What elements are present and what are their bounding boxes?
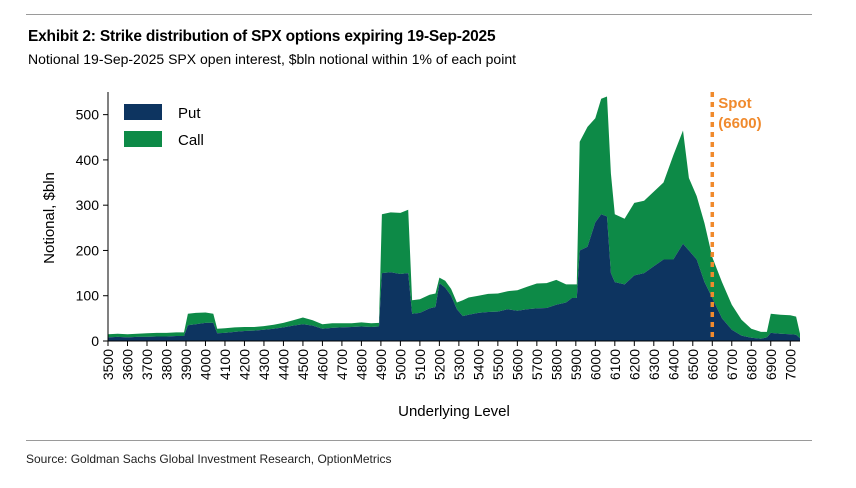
x-tick-label: 4300 bbox=[256, 349, 272, 380]
series-area-call bbox=[108, 96, 800, 339]
chart-title: Exhibit 2: Strike distribution of SPX op… bbox=[28, 28, 496, 45]
x-tick-label: 5100 bbox=[412, 349, 428, 380]
y-tick-label: 300 bbox=[76, 197, 100, 213]
bottom-rule bbox=[26, 440, 812, 441]
x-tick-label: 4200 bbox=[237, 349, 253, 380]
x-tick-label: 5900 bbox=[568, 349, 584, 380]
x-tick-label: 6300 bbox=[646, 349, 662, 380]
x-tick-label: 6000 bbox=[587, 349, 603, 380]
x-tick-label: 6700 bbox=[724, 349, 740, 380]
source-note: Source: Goldman Sachs Global Investment … bbox=[26, 452, 392, 466]
x-tick-label: 4900 bbox=[373, 349, 389, 380]
spot-label: Spot bbox=[718, 95, 751, 112]
x-tick-label: 6400 bbox=[665, 349, 681, 380]
y-tick-label: 200 bbox=[76, 242, 100, 258]
x-tick-label: 3500 bbox=[100, 349, 116, 380]
y-axis: 0 100 200 300 400 500 bbox=[76, 92, 109, 349]
series-area-put bbox=[108, 214, 800, 341]
x-tick-label: 4800 bbox=[353, 349, 369, 380]
legend-label-put: Put bbox=[178, 105, 201, 122]
chart-subtitle: Notional 19-Sep-2025 SPX open interest, … bbox=[28, 51, 516, 67]
x-tick-label: 5000 bbox=[392, 349, 408, 380]
y-tick-label: 500 bbox=[76, 107, 100, 123]
x-tick-label: 6600 bbox=[704, 349, 720, 380]
x-tick-label: 3600 bbox=[120, 349, 136, 380]
x-axis: 3500 3600 3700 3800 3900 4000 4100 4200 4300 4400… bbox=[100, 340, 800, 380]
x-tick-label: 4400 bbox=[275, 349, 291, 380]
legend: Put Call bbox=[124, 104, 204, 149]
y-tick-label: 100 bbox=[76, 288, 100, 304]
x-tick-label: 6200 bbox=[626, 349, 642, 380]
y-axis-title: Notional, $bln bbox=[41, 172, 58, 264]
x-tick-label: 5700 bbox=[529, 349, 545, 380]
x-tick-label: 5300 bbox=[451, 349, 467, 380]
legend-swatch-put bbox=[124, 104, 162, 120]
x-tick-label: 4000 bbox=[198, 349, 214, 380]
legend-swatch-call bbox=[124, 131, 162, 147]
x-tick-label: 5600 bbox=[509, 349, 525, 380]
x-tick-label: 5200 bbox=[431, 349, 447, 380]
x-tick-label: 3700 bbox=[139, 349, 155, 380]
x-tick-label: 4700 bbox=[334, 349, 350, 380]
spot-value-label: (6600) bbox=[718, 115, 761, 132]
plot-areas bbox=[108, 96, 800, 341]
chart-canvas: 0 100 200 300 400 500 3500 3600 3700 3800 3900 400… bbox=[41, 92, 800, 420]
y-tick-label: 400 bbox=[76, 152, 100, 168]
x-tick-label: 4500 bbox=[295, 349, 311, 380]
spot-marker: Spot (6600) bbox=[710, 92, 762, 341]
legend-label-call: Call bbox=[178, 132, 204, 149]
x-tick-label: 5800 bbox=[548, 349, 564, 380]
x-tick-label: 6500 bbox=[685, 349, 701, 380]
x-tick-label: 4100 bbox=[217, 349, 233, 380]
x-tick-label: 6800 bbox=[743, 349, 759, 380]
x-tick-label: 3900 bbox=[178, 349, 194, 380]
x-axis-title: Underlying Level bbox=[398, 403, 510, 420]
x-tick-label: 5400 bbox=[470, 349, 486, 380]
x-tick-label: 4600 bbox=[314, 349, 330, 380]
x-tick-label: 7000 bbox=[782, 349, 798, 380]
x-tick-label: 6900 bbox=[763, 349, 779, 380]
x-tick-label: 6100 bbox=[607, 349, 623, 380]
y-tick-label: 0 bbox=[91, 333, 99, 349]
x-tick-label: 3800 bbox=[159, 349, 175, 380]
top-rule bbox=[26, 14, 812, 15]
x-tick-label: 5500 bbox=[490, 349, 506, 380]
